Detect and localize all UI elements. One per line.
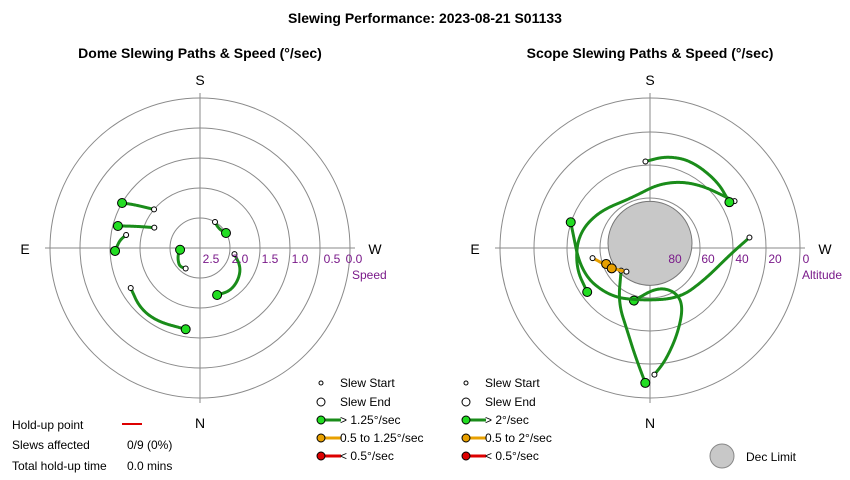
scope-dir-right: W: [818, 241, 832, 257]
scope-legend-start-label: Slew Start: [485, 376, 540, 390]
dome-legend-start-label: Slew Start: [340, 376, 395, 390]
scope-legend-end-swatch: [461, 397, 471, 407]
scope-dir-bottom: N: [645, 415, 655, 431]
scope-radial-axis-label: Altitude: [802, 268, 842, 282]
slews-affected-value: 0/9 (0%): [127, 438, 173, 452]
dome-radial-tick: 2.5: [203, 252, 220, 266]
scope-chart-title: Scope Slewing Paths & Speed (°/sec): [526, 45, 774, 61]
dome-slew-start-marker: [212, 219, 218, 226]
main-title: Slewing Performance: 2023-08-21 S01133: [288, 10, 562, 26]
scope-slew-end-marker: [565, 217, 576, 228]
dome-radial-tick: 0.0: [346, 252, 363, 266]
scope-slew-start-marker: [589, 255, 596, 262]
dome-slew-end-marker: [175, 244, 186, 255]
dome-slew-path-6: [129, 286, 188, 331]
slews-affected-label: Slews affected: [12, 438, 90, 452]
scope-legend-medium-label: 0.5 to 2°/sec: [485, 431, 552, 445]
scope-legend-end-label: Slew End: [485, 395, 536, 409]
dome-legend-fast-marker: [316, 415, 326, 425]
scope-polar-chart: S N E W 80 60 40 20 0 Altitude: [470, 72, 842, 431]
dome-legend-medium-label: 0.5 to 1.25°/sec: [340, 431, 424, 445]
dome-legend: Slew Start Slew End > 1.25°/sec 0.5 to 1.25…: [316, 376, 424, 463]
dec-limit-label: Dec Limit: [746, 450, 797, 464]
scope-radial-tick: 80: [668, 252, 682, 266]
scope-dir-top: S: [645, 72, 654, 88]
dome-slew-start-marker: [231, 251, 238, 258]
dome-dir-bottom: N: [195, 415, 205, 431]
scope-slew-start-marker: [651, 371, 658, 378]
scope-legend: Slew Start Slew End > 2°/sec 0.5 to 2°/sec <…: [461, 376, 552, 463]
scope-slew-end-marker: [582, 286, 593, 297]
dome-slew-path-5: [215, 252, 242, 297]
scope-legend-medium-marker: [461, 433, 471, 443]
scope-slew-end-marker: [606, 263, 617, 274]
scope-slew-path-4: [575, 180, 737, 294]
dome-radial-tick: 1.5: [262, 252, 279, 266]
scope-radial-tick: 40: [735, 252, 749, 266]
dome-slew-start-marker: [123, 231, 130, 238]
scope-legend-fast-label: > 2°/sec: [485, 413, 529, 427]
dome-polar-chart: S N E W 2.5 2.0 1.5 1.0 0.5 0.0 Speed: [20, 72, 386, 431]
dome-legend-start-swatch: [318, 380, 324, 386]
scope-radial-tick: 20: [768, 252, 782, 266]
total-holdup-label: Total hold-up time: [12, 459, 107, 473]
scope-slew-end-marker: [640, 377, 651, 388]
scope-slew-end-marker: [724, 197, 735, 208]
dome-dir-left: E: [20, 241, 29, 257]
dec-limit-swatch: [709, 443, 735, 469]
scope-slew-path-1: [632, 287, 684, 377]
dome-legend-end-label: Slew End: [340, 395, 391, 409]
dome-radial-tick: 1.0: [292, 252, 309, 266]
dome-slew-start-marker: [151, 224, 158, 231]
dome-legend-medium-marker: [316, 433, 326, 443]
total-holdup-value: 0.0 mins: [127, 459, 173, 473]
scope-radial-tick: 0: [803, 252, 810, 266]
dome-radial-tick: 2.0: [232, 252, 249, 266]
dome-legend-end-swatch: [316, 397, 326, 407]
dome-legend-fast-label: > 1.25°/sec: [340, 413, 401, 427]
scope-slew-start-marker: [623, 268, 630, 275]
scope-legend-slow-label: < 0.5°/sec: [485, 449, 539, 463]
dec-limit-zone: [607, 200, 693, 286]
holdup-point-label: Hold-up point: [12, 418, 84, 432]
scope-slew-start-marker: [746, 234, 753, 241]
dome-slew-start-marker: [151, 206, 158, 213]
dome-radial-tick: 0.5: [324, 252, 341, 266]
dome-slew-end-marker: [110, 245, 121, 256]
dome-legend-slow-label: < 0.5°/sec: [340, 449, 394, 463]
dome-radial-axis-label: Speed: [352, 268, 387, 282]
dome-slew-end-marker: [180, 324, 191, 335]
scope-radial-tick: 60: [701, 252, 715, 266]
dome-slew-end-marker: [220, 228, 231, 238]
scope-dir-left: E: [470, 241, 479, 257]
scope-legend-start-swatch: [463, 380, 469, 386]
scope-slew-path-2: [617, 269, 647, 385]
scope-legend-slow-marker: [461, 451, 471, 461]
dome-slew-end-marker: [212, 289, 223, 300]
dome-slew-start-marker: [182, 265, 189, 272]
dome-slew-start-marker: [127, 285, 134, 291]
dome-chart-title: Dome Slewing Paths & Speed (°/sec): [78, 45, 322, 61]
scope-slew-path-3: [569, 220, 751, 302]
dome-dir-top: S: [195, 72, 204, 88]
dome-dir-right: W: [368, 241, 382, 257]
dome-slew-end-marker: [117, 198, 128, 208]
scope-slew-start-marker: [642, 158, 649, 165]
scope-legend-fast-marker: [461, 415, 471, 425]
scope-slew-path-5: [643, 155, 731, 204]
dome-slew-path-2: [116, 224, 156, 230]
dome-slew-end-marker: [112, 221, 123, 232]
dome-legend-slow-marker: [316, 451, 326, 461]
